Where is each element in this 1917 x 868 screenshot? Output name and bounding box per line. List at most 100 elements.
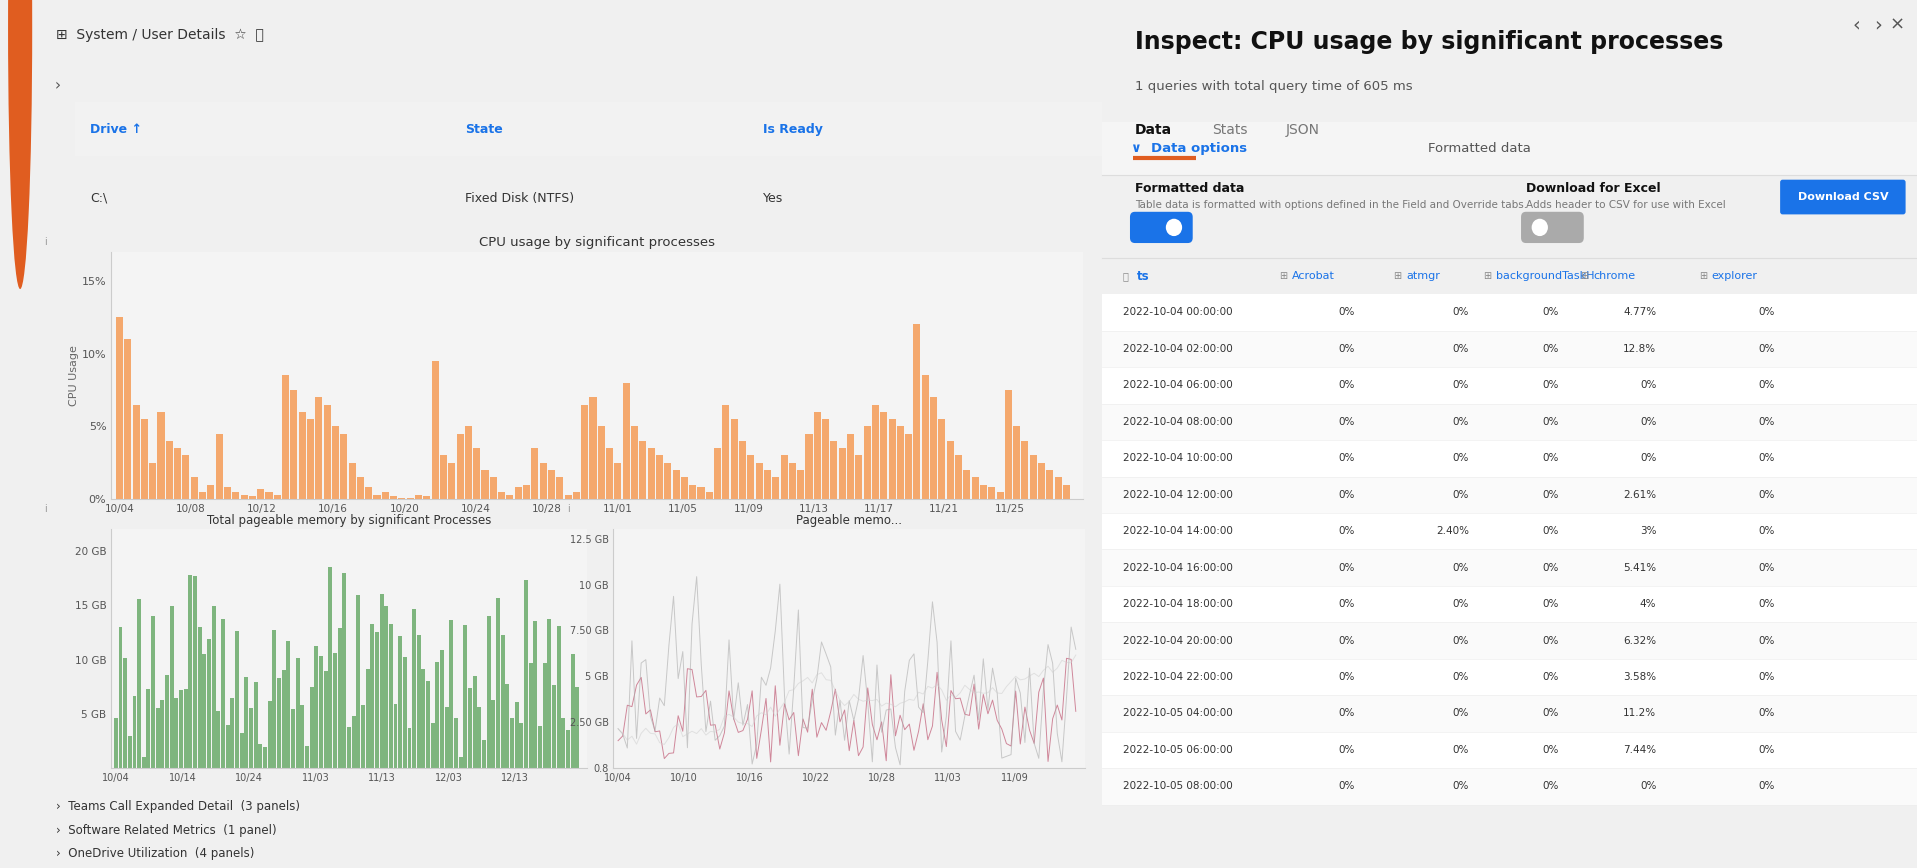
- Bar: [456, 434, 464, 499]
- Text: 0%: 0%: [1541, 380, 1559, 391]
- Text: 0%: 0%: [1639, 417, 1656, 427]
- Bar: [383, 606, 387, 768]
- Text: ts: ts: [1137, 270, 1148, 282]
- Bar: [598, 426, 606, 499]
- Bar: [571, 654, 575, 768]
- Bar: [376, 632, 380, 768]
- Bar: [132, 404, 140, 499]
- Text: Formatted data: Formatted data: [1135, 182, 1244, 195]
- Bar: [282, 670, 286, 768]
- Text: 0%: 0%: [1453, 599, 1468, 609]
- Bar: [1102, 294, 1917, 331]
- Bar: [249, 496, 257, 499]
- Bar: [140, 419, 148, 499]
- Bar: [253, 681, 257, 768]
- Bar: [454, 718, 458, 768]
- Bar: [552, 685, 556, 768]
- Bar: [249, 708, 253, 768]
- Text: 0%: 0%: [1338, 417, 1355, 427]
- Text: 0%: 0%: [1453, 380, 1468, 391]
- Circle shape: [1166, 219, 1183, 236]
- Text: ⊞: ⊞: [1394, 271, 1401, 281]
- Bar: [389, 624, 393, 768]
- Text: 2022-10-04 08:00:00: 2022-10-04 08:00:00: [1123, 417, 1233, 427]
- Bar: [332, 426, 339, 499]
- Bar: [520, 723, 523, 768]
- Text: 2022-10-04 06:00:00: 2022-10-04 06:00:00: [1123, 380, 1233, 391]
- Text: C:\: C:\: [90, 192, 107, 205]
- Text: 0%: 0%: [1338, 672, 1355, 682]
- Bar: [301, 706, 305, 768]
- Bar: [1102, 659, 1917, 695]
- Bar: [548, 470, 556, 499]
- Bar: [449, 620, 454, 768]
- Text: 0%: 0%: [1758, 417, 1775, 427]
- Bar: [314, 646, 318, 768]
- Bar: [506, 495, 514, 499]
- Text: i: i: [567, 504, 569, 514]
- Bar: [1102, 258, 1917, 294]
- Text: 0%: 0%: [1338, 526, 1355, 536]
- Bar: [232, 492, 240, 499]
- Bar: [473, 448, 481, 499]
- Bar: [556, 626, 560, 768]
- Bar: [182, 456, 190, 499]
- Bar: [514, 488, 521, 499]
- Bar: [380, 595, 383, 768]
- Bar: [328, 567, 332, 768]
- Text: 0%: 0%: [1453, 344, 1468, 354]
- Text: ∨  Data options: ∨ Data options: [1131, 142, 1246, 155]
- Text: 0%: 0%: [1338, 635, 1355, 646]
- Bar: [1102, 367, 1917, 404]
- Bar: [539, 726, 543, 768]
- Bar: [947, 441, 955, 499]
- Bar: [343, 574, 347, 768]
- Text: Fixed Disk (NTFS): Fixed Disk (NTFS): [466, 192, 575, 205]
- Bar: [589, 398, 596, 499]
- Bar: [566, 730, 569, 768]
- Bar: [224, 488, 232, 499]
- Text: 0%: 0%: [1338, 380, 1355, 391]
- Text: 0%: 0%: [1639, 781, 1656, 792]
- Text: 0%: 0%: [1758, 672, 1775, 682]
- Bar: [623, 383, 631, 499]
- Text: JSON: JSON: [1286, 123, 1319, 137]
- Bar: [529, 663, 533, 768]
- Bar: [648, 448, 656, 499]
- Bar: [705, 492, 713, 499]
- Bar: [548, 620, 552, 768]
- Text: 2022-10-04 16:00:00: 2022-10-04 16:00:00: [1123, 562, 1233, 573]
- Text: 2022-10-04 22:00:00: 2022-10-04 22:00:00: [1123, 672, 1233, 682]
- Bar: [364, 488, 372, 499]
- Bar: [805, 434, 813, 499]
- Bar: [157, 411, 165, 499]
- Text: Download for Excel: Download for Excel: [1526, 182, 1660, 195]
- Bar: [347, 727, 351, 768]
- Bar: [211, 606, 217, 768]
- Bar: [142, 757, 146, 768]
- Bar: [408, 728, 412, 768]
- Bar: [445, 707, 449, 768]
- Bar: [426, 681, 429, 768]
- Bar: [631, 426, 638, 499]
- Bar: [1102, 768, 1917, 805]
- Bar: [272, 630, 276, 768]
- Bar: [203, 654, 207, 768]
- Bar: [980, 484, 987, 499]
- Bar: [220, 620, 224, 768]
- Text: Download CSV: Download CSV: [1798, 192, 1888, 202]
- Bar: [543, 662, 546, 768]
- Bar: [581, 404, 589, 499]
- Bar: [439, 456, 447, 499]
- Bar: [265, 492, 272, 499]
- Bar: [1029, 456, 1037, 499]
- Bar: [937, 419, 945, 499]
- Text: 0%: 0%: [1338, 453, 1355, 464]
- Bar: [997, 492, 1005, 499]
- FancyBboxPatch shape: [1781, 180, 1905, 214]
- Bar: [357, 477, 364, 499]
- Bar: [1102, 122, 1917, 175]
- Bar: [207, 484, 215, 499]
- Text: 0%: 0%: [1758, 781, 1775, 792]
- Bar: [1102, 513, 1917, 549]
